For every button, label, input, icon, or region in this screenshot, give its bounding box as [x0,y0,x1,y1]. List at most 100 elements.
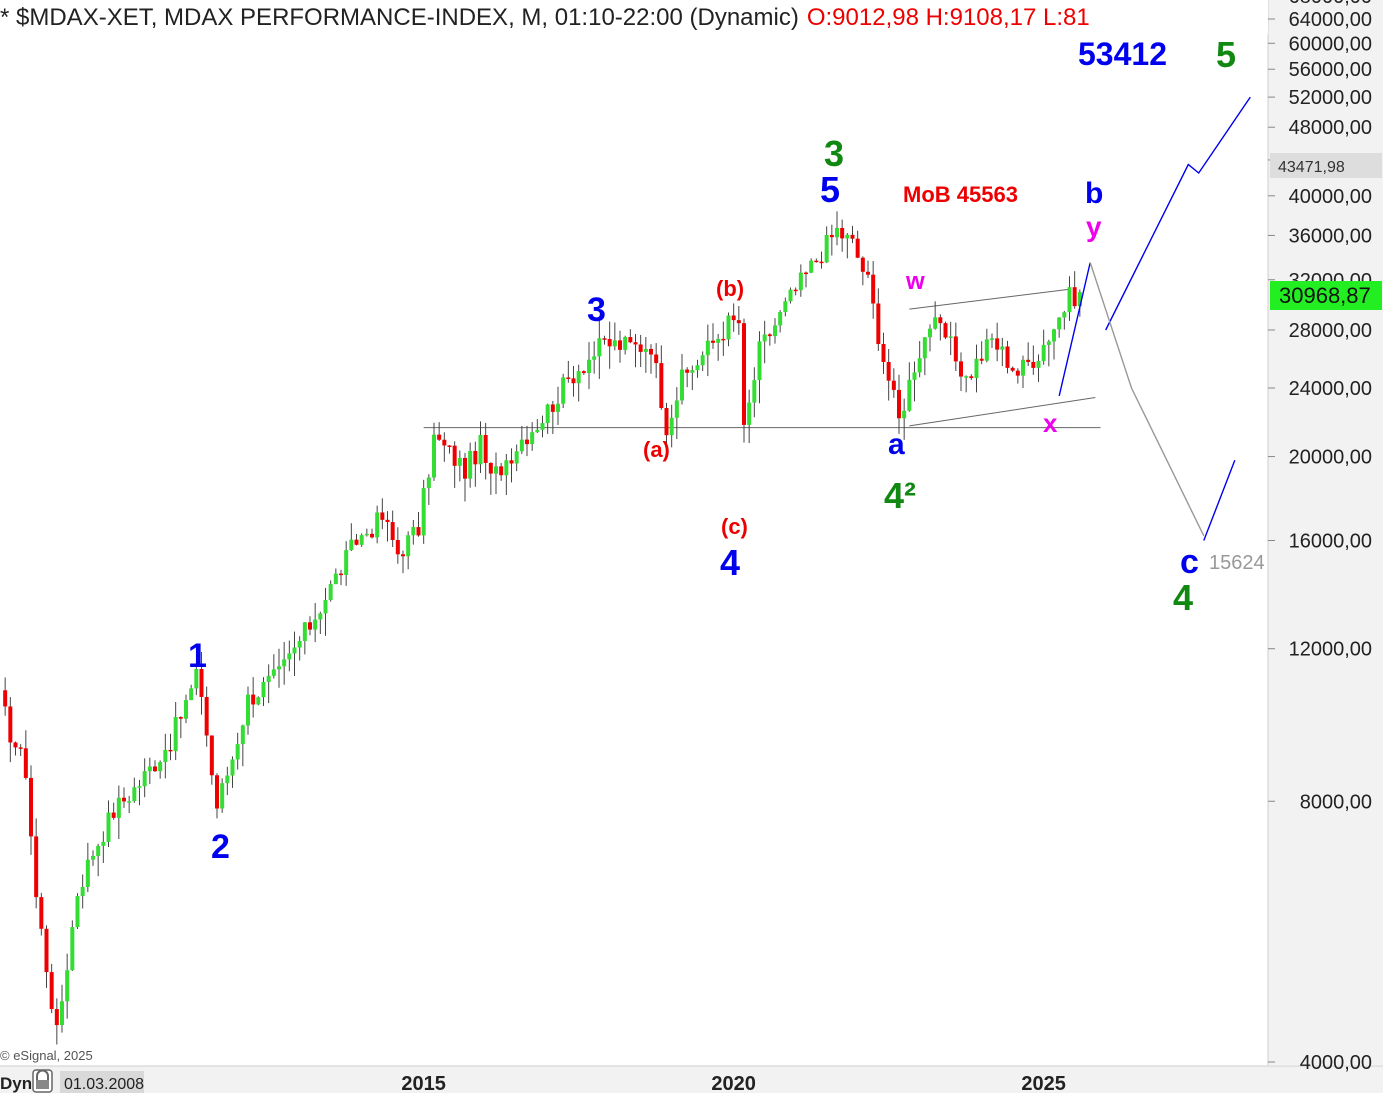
price-label: 56000,00 [1289,59,1372,81]
wave-5-green-label: 5 [1216,34,1236,75]
candle-down [199,669,204,697]
candle-down [3,690,8,707]
candle-up [328,584,333,601]
candle-up [406,535,411,557]
current-price-box [1270,281,1382,310]
candle-down [793,289,798,292]
candle-up [540,423,545,430]
candle-up [271,669,276,676]
candle-down [308,622,312,630]
candle-down [34,836,39,898]
candle-up [514,451,519,464]
candle-up [266,675,271,682]
candle-up [747,402,752,425]
candle-down [969,376,974,379]
candle-down [742,323,746,425]
wave-3-green-label: 3 [824,133,844,174]
candle-down [819,261,824,264]
candle-up [173,717,178,752]
candle-up [421,488,426,536]
candle-up [948,336,953,338]
scenario-c-up [1203,460,1236,541]
start-date-label: 01.03.2008 [64,1076,144,1093]
candle-up [163,749,168,763]
candle-up [700,355,705,366]
candle-up [189,688,194,701]
candle-up [1077,292,1082,307]
candle-up [773,325,777,337]
candle-up [545,404,550,424]
wave-2-blue-label: 2 [211,828,230,866]
trendline [909,397,1096,427]
candle-up [132,787,137,802]
candle-up [716,338,721,343]
candle-up [762,334,767,342]
candle-down [633,342,638,345]
candle-up [246,694,250,726]
candle-up [106,812,111,842]
candle-up [597,338,602,357]
wave-a-label: a [888,428,905,461]
candle-down [178,717,183,719]
candle-up [184,700,188,719]
candle-down [866,271,870,275]
candle-up [478,434,483,465]
candle-up [561,377,566,404]
candle-up [990,338,994,340]
candle-up [194,669,199,689]
candle-up [778,312,783,326]
lock-icon[interactable] [32,1069,53,1093]
price-label: 60000,00 [1289,33,1372,55]
current-price-label: 30968,87 [1279,283,1371,308]
wave-4-green-label: 4 [1173,577,1193,618]
price-label: 24000,00 [1289,378,1372,400]
candle-down [721,338,726,341]
candle-up [680,369,684,401]
price-label: 20000,00 [1289,447,1372,469]
candle-up [984,339,989,361]
candle-up [282,659,287,667]
candle-up [519,439,524,452]
candle-up [917,358,922,373]
wave-y-label: y [1086,211,1102,242]
candle-up [261,681,266,698]
candle-down [995,338,1000,350]
candle-up [695,365,700,371]
candle-up [964,376,969,378]
candle-down [1031,361,1036,368]
candle-down [602,338,607,340]
candle-up [902,410,907,419]
scenario-b-y-up [1058,262,1091,397]
candle-up [313,619,318,630]
wave-w-label: w [905,268,925,295]
candle-up [70,927,75,971]
start-date-box[interactable] [60,1071,144,1093]
candle-down [659,363,664,409]
candle-down [664,408,669,436]
candle-down [380,512,385,520]
candle-down [855,238,860,258]
copyright-label: © eSignal, 2025 [0,1048,93,1063]
candle-up [1067,287,1072,313]
candle-up [556,403,560,412]
ohlc-readout: O:9012,98 H:9108,17 L:81 [807,4,1090,31]
trendline [909,288,1070,310]
candle-down [8,706,13,743]
wave-4-squared-label: 4² [884,475,916,516]
candle-down [416,527,421,536]
candle-down [850,234,855,239]
candle-down [370,533,374,538]
candle-down [685,369,690,373]
candle-up [137,786,142,788]
candle-up [85,859,90,887]
candle-down [897,389,901,419]
candle-up [468,450,473,479]
candle-up [235,744,240,760]
candle-down [767,334,772,337]
mode-label: Dyn [0,1074,32,1093]
candle-up [127,801,132,803]
mob-label: MoB 45563 [903,182,1018,207]
candle-down [385,519,390,523]
candle-down [938,317,943,324]
